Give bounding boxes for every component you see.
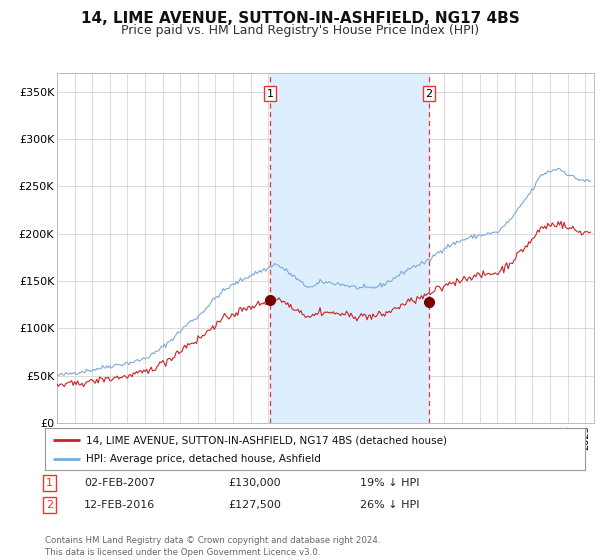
Text: 14, LIME AVENUE, SUTTON-IN-ASHFIELD, NG17 4BS (detached house): 14, LIME AVENUE, SUTTON-IN-ASHFIELD, NG1… — [86, 435, 446, 445]
Text: £130,000: £130,000 — [228, 478, 281, 488]
Text: Price paid vs. HM Land Registry's House Price Index (HPI): Price paid vs. HM Land Registry's House … — [121, 24, 479, 36]
Text: 26% ↓ HPI: 26% ↓ HPI — [360, 500, 419, 510]
Text: 1: 1 — [266, 88, 274, 99]
Text: 2: 2 — [46, 500, 53, 510]
Bar — [270, 73, 429, 423]
Text: 2: 2 — [425, 88, 433, 99]
Text: Contains HM Land Registry data © Crown copyright and database right 2024.
This d: Contains HM Land Registry data © Crown c… — [45, 536, 380, 557]
Text: 1: 1 — [46, 478, 53, 488]
Text: 19% ↓ HPI: 19% ↓ HPI — [360, 478, 419, 488]
Text: 02-FEB-2007: 02-FEB-2007 — [84, 478, 155, 488]
Text: HPI: Average price, detached house, Ashfield: HPI: Average price, detached house, Ashf… — [86, 454, 320, 464]
Text: 14, LIME AVENUE, SUTTON-IN-ASHFIELD, NG17 4BS: 14, LIME AVENUE, SUTTON-IN-ASHFIELD, NG1… — [80, 11, 520, 26]
Text: 12-FEB-2016: 12-FEB-2016 — [84, 500, 155, 510]
Text: £127,500: £127,500 — [228, 500, 281, 510]
